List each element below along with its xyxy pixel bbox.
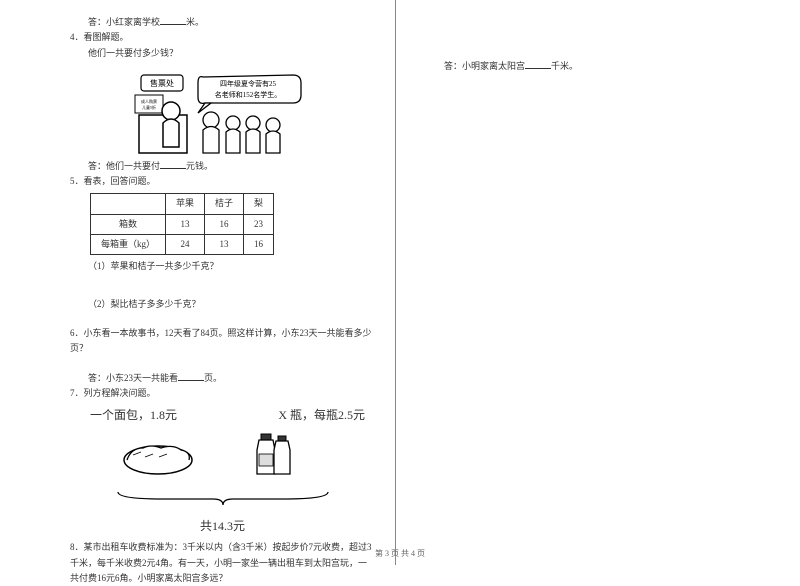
th-apple: 苹果 — [166, 194, 205, 214]
ans8-blank — [525, 59, 551, 69]
td: 23 — [244, 214, 274, 234]
td: 24 — [166, 235, 205, 255]
q6-text: 小东看一本故事书，12天看了84页。照这样计算，小东23天一共能看多少页？ — [70, 328, 372, 353]
q7-illustration — [70, 430, 375, 485]
q7-num: 7． — [70, 388, 84, 398]
td: 箱数 — [91, 214, 166, 234]
td: 16 — [244, 235, 274, 255]
q7-total: 共14.3元 — [70, 516, 375, 536]
q5-sub1: （1）苹果和桔子一共多少千克？ — [70, 259, 375, 274]
svg-text:名老师和152名学生。: 名老师和152名学生。 — [214, 90, 281, 99]
td: 13 — [166, 214, 205, 234]
question-6: 6．小东看一本故事书，12天看了84页。照这样计算，小东23天一共能看多少页？ — [70, 326, 375, 357]
th-orange: 桔子 — [205, 194, 244, 214]
right-column: 答：小明家离太阳宫 千米。 — [395, 0, 800, 565]
td: 16 — [205, 214, 244, 234]
q7-labels: 一个面包，1.8元 X 瓶，每瓶2.5元 — [70, 405, 375, 425]
table-row: 苹果 桔子 梨 — [91, 194, 274, 214]
svg-text:售票处: 售票处 — [150, 78, 174, 88]
svg-text:儿童5折: 儿童5折 — [142, 104, 156, 110]
q4-answer: 答：他们一共要付 元钱。 — [70, 159, 375, 174]
q4-text: 他们一共要付多少钱？ — [70, 46, 375, 61]
q6-num: 6． — [70, 328, 84, 338]
answer-8: 答：小明家离太阳宫 千米。 — [426, 59, 740, 74]
left-column: 答：小红家离学校 米。 4．看图解题。 他们一共要付多少钱？ 售票处 成人购票 儿… — [0, 0, 395, 565]
question-5: 5．看表，回答问题。 — [70, 174, 375, 189]
ans3-unit: 米。 — [186, 17, 204, 27]
q7-bottle-label: X 瓶，每瓶2.5元 — [278, 405, 365, 425]
ans8-unit: 千米。 — [551, 61, 578, 71]
q5-sub2: （2）梨比桔子多多少千克？ — [70, 297, 375, 312]
brace-icon — [103, 489, 343, 509]
q4-ans-blank — [160, 159, 186, 169]
q7-bracket — [70, 489, 375, 514]
q5-title: 看表，回答问题。 — [84, 176, 156, 186]
svg-text:四年级夏令营有25: 四年级夏令营有25 — [220, 79, 276, 88]
td: 13 — [205, 235, 244, 255]
th-blank — [91, 194, 166, 214]
question-4: 4．看图解题。 — [70, 30, 375, 45]
q6-ans-blank — [178, 371, 204, 381]
td: 每箱重（kg） — [91, 235, 166, 255]
th-pear: 梨 — [244, 194, 274, 214]
fruit-table: 苹果 桔子 梨 箱数 13 16 23 每箱重（kg） 24 13 16 — [90, 193, 274, 255]
q4-ans-text: 答：他们一共要付 — [88, 161, 160, 171]
q5-num: 5． — [70, 176, 84, 186]
ans3-blank — [160, 15, 186, 25]
q4-num: 4． — [70, 32, 84, 42]
table-row: 每箱重（kg） 24 13 16 — [91, 235, 274, 255]
question-7: 7．列方程解决问题。 — [70, 386, 375, 401]
q6-ans-unit: 页。 — [204, 373, 222, 383]
answer-3: 答：小红家离学校 米。 — [70, 15, 375, 30]
ticket-scene-icon: 售票处 成人购票 儿童5折 四年级夏令营有25 名老师和152名学生。 — [133, 65, 313, 155]
q7-title: 列方程解决问题。 — [84, 388, 156, 398]
ans8-text: 答：小明家离太阳宫 — [444, 61, 525, 71]
q6-answer: 答：小东23天一共能看 页。 — [70, 371, 375, 386]
q4-illustration: 售票处 成人购票 儿童5折 四年级夏令营有25 名老师和152名学生。 — [70, 65, 375, 155]
q6-ans-text: 答：小东23天一共能看 — [88, 373, 178, 383]
bread-bottle-icon — [103, 430, 343, 485]
ans3-text: 答：小红家离学校 — [88, 17, 160, 27]
page-footer: 第 3 页 共 4 页 — [0, 548, 800, 559]
table-row: 箱数 13 16 23 — [91, 214, 274, 234]
q7-bread-label: 一个面包，1.8元 — [90, 405, 177, 425]
page: 答：小红家离学校 米。 4．看图解题。 他们一共要付多少钱？ 售票处 成人购票 儿… — [0, 0, 800, 565]
q4-title: 看图解题。 — [84, 32, 129, 42]
q4-ans-unit: 元钱。 — [186, 161, 213, 171]
svg-text:成人购票: 成人购票 — [141, 98, 157, 104]
